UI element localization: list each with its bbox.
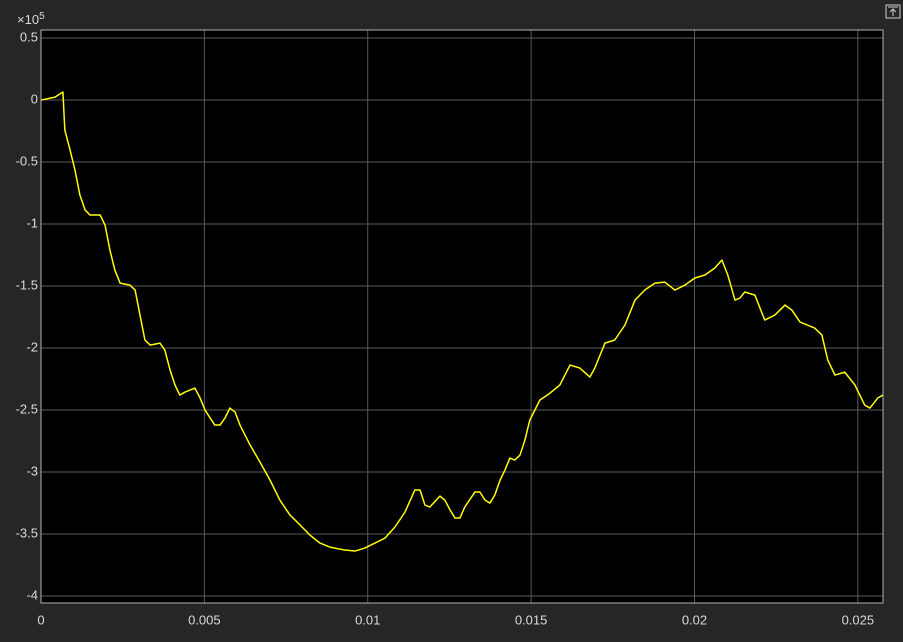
signal-line bbox=[40, 91, 884, 552]
y-tick-label: -3 bbox=[26, 463, 38, 478]
y-tick-label: -3.5 bbox=[16, 525, 38, 540]
x-tick-label: 0.025 bbox=[842, 612, 875, 627]
y-tick-label: 0.5 bbox=[20, 29, 38, 44]
x-tick-label: 0 bbox=[37, 612, 44, 627]
x-tick-label: 0.015 bbox=[515, 612, 548, 627]
y-tick-label: 0 bbox=[31, 91, 38, 106]
y-tick-label: -4 bbox=[26, 587, 38, 602]
y-tick-label: -2 bbox=[26, 339, 38, 354]
y-tick-label: -1 bbox=[26, 215, 38, 230]
undock-button[interactable] bbox=[885, 4, 901, 19]
y-multiplier: ×105 bbox=[17, 11, 45, 28]
y-multiplier-base: ×10 bbox=[17, 12, 39, 27]
y-tick-label: -0.5 bbox=[16, 153, 38, 168]
plot-border bbox=[40, 29, 884, 604]
plot-area bbox=[41, 30, 883, 603]
x-tick-label: 0.02 bbox=[682, 612, 707, 627]
y-tick-label: -2.5 bbox=[16, 401, 38, 416]
y-tick-label: -1.5 bbox=[16, 277, 38, 292]
undock-icon-arrow bbox=[889, 8, 897, 16]
x-tick-label: 0.005 bbox=[188, 612, 221, 627]
y-multiplier-exponent: 5 bbox=[39, 11, 45, 22]
x-tick-label: 0.01 bbox=[355, 612, 380, 627]
undock-icon[interactable] bbox=[885, 4, 901, 19]
